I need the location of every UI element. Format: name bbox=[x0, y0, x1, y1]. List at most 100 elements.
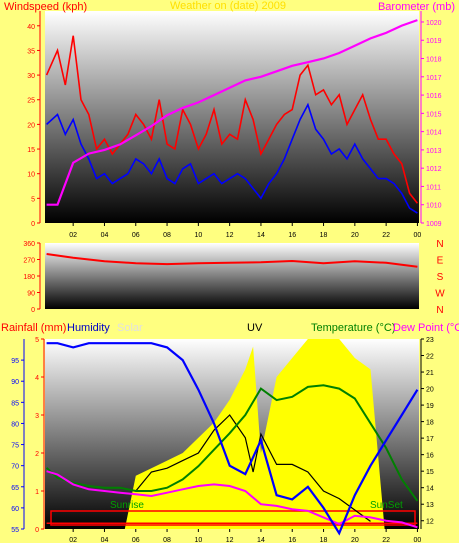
x-tick-label: 18 bbox=[320, 537, 328, 543]
humidity-line bbox=[46, 342, 419, 536]
y-tick-label: 0 bbox=[31, 221, 35, 228]
climate-y-ticks: 0123455560657075808590951213141516171819… bbox=[11, 337, 434, 534]
uv-line bbox=[135, 414, 371, 522]
y-tick-label: 5 bbox=[31, 196, 35, 203]
y-tick-label: 35 bbox=[27, 48, 35, 55]
y-tick-label: 25 bbox=[27, 98, 35, 105]
x-tick-label: 10 bbox=[194, 537, 202, 543]
y-tick-right-label: 21 bbox=[426, 370, 434, 377]
x-tick-label: 12 bbox=[226, 232, 234, 239]
y-tick-right-label: 13 bbox=[426, 502, 434, 509]
y-tick-right-label: 1019 bbox=[426, 38, 442, 45]
temperature-line bbox=[45, 384, 419, 502]
y-tick-label: 80 bbox=[11, 421, 19, 428]
barometer-title: Barometer (mb) bbox=[378, 1, 455, 13]
y-tick-label: 65 bbox=[11, 485, 19, 492]
compass-label: S bbox=[437, 272, 444, 283]
y-tick-label: 270 bbox=[23, 258, 35, 265]
header-faint: Weather on (date) 2009 bbox=[170, 0, 286, 12]
x-tick-label: 22 bbox=[382, 232, 390, 239]
y-tick-label: 4 bbox=[35, 375, 39, 382]
y-tick-right-label: 1018 bbox=[426, 57, 442, 64]
y-tick-right-label: 17 bbox=[426, 436, 434, 443]
y-tick-label: 0 bbox=[35, 527, 39, 534]
x-tick-label: 02 bbox=[69, 537, 77, 543]
x-tick-label: 08 bbox=[163, 232, 171, 239]
y-tick-label: 90 bbox=[27, 291, 35, 298]
y-tick-right-label: 19 bbox=[426, 403, 434, 410]
legend-dewpoint: Dew Point (°C) bbox=[393, 322, 459, 334]
wind-x-ticks: 02 04 06 08 10 12 14 16 18 20 22 00 bbox=[69, 223, 421, 239]
y-tick-label: 95 bbox=[11, 358, 19, 365]
wind-plot-area bbox=[45, 11, 419, 223]
wind-y-ticks: 0510152025303540100910101011101210131014… bbox=[27, 11, 442, 228]
y-tick-label: 3 bbox=[35, 413, 39, 420]
y-tick-right-label: 1017 bbox=[426, 75, 442, 82]
x-tick-label: 14 bbox=[257, 537, 265, 543]
y-tick-label: 90 bbox=[11, 379, 19, 386]
x-tick-label: 00 bbox=[414, 232, 422, 239]
x-tick-label: 06 bbox=[132, 232, 140, 239]
x-tick-label: 08 bbox=[163, 537, 171, 543]
compass-label: W bbox=[435, 289, 445, 300]
direction-series-group bbox=[46, 253, 418, 268]
y-tick-right-label: 1011 bbox=[426, 184, 441, 191]
y-tick-right-label: 14 bbox=[426, 486, 434, 493]
legend-humidity: Humidity bbox=[67, 322, 110, 334]
wind-series-group bbox=[45, 19, 419, 214]
y-tick-label: 70 bbox=[11, 464, 19, 471]
climate-series-group bbox=[45, 339, 419, 536]
wind-panel: Windspeed (kph) Weather on (date) 2009 B… bbox=[4, 0, 455, 239]
climate-panel: Rainfall (mm) Humidity Solar UV Temperat… bbox=[1, 322, 459, 543]
x-tick-label: 06 bbox=[132, 537, 140, 543]
x-tick-label: 04 bbox=[101, 232, 109, 239]
y-tick-right-label: 18 bbox=[426, 420, 434, 427]
legend-temperature: Temperature (°C) bbox=[311, 322, 395, 334]
x-tick-label: 02 bbox=[69, 232, 77, 239]
y-tick-right-label: 1013 bbox=[426, 148, 442, 155]
y-tick-right-label: 15 bbox=[426, 469, 434, 476]
legend-uv: UV bbox=[247, 322, 263, 334]
y-tick-right-label: 23 bbox=[426, 337, 434, 344]
y-tick-label: 15 bbox=[27, 147, 35, 154]
direction-plot-area bbox=[45, 243, 419, 309]
y-tick-right-label: 20 bbox=[426, 387, 434, 394]
x-tick-label: 14 bbox=[257, 232, 265, 239]
sunrise-label: Sunrise bbox=[110, 500, 144, 511]
x-tick-label: 00 bbox=[414, 537, 422, 543]
x-tick-label: 20 bbox=[351, 232, 359, 239]
y-tick-right-label: 1020 bbox=[426, 20, 442, 27]
daylight-box bbox=[50, 510, 416, 526]
barometer-line bbox=[46, 19, 418, 206]
y-tick-right-label: 1009 bbox=[426, 221, 442, 228]
x-tick-label: 20 bbox=[351, 537, 359, 543]
y-tick-right-label: 12 bbox=[426, 519, 434, 526]
y-tick-label: 5 bbox=[35, 337, 39, 344]
climate-x-ticks: 02 04 06 08 10 12 14 16 18 20 22 00 bbox=[69, 529, 421, 543]
y-tick-label: 30 bbox=[27, 73, 35, 80]
legend-rainfall: Rainfall (mm) bbox=[1, 322, 66, 334]
x-tick-label: 22 bbox=[382, 537, 390, 543]
x-tick-label: 12 bbox=[226, 537, 234, 543]
sunset-label: SunSet bbox=[370, 500, 403, 511]
compass-label: N bbox=[436, 239, 443, 250]
x-tick-label: 16 bbox=[288, 537, 296, 543]
y-tick-right-label: 1015 bbox=[426, 111, 442, 118]
gust-line bbox=[46, 102, 418, 214]
y-tick-label: 55 bbox=[11, 527, 19, 534]
y-tick-right-label: 1016 bbox=[426, 93, 442, 100]
y-tick-right-label: 1010 bbox=[426, 203, 442, 210]
y-tick-label: 180 bbox=[23, 274, 35, 281]
y-tick-right-label: 16 bbox=[426, 453, 434, 460]
x-tick-label: 16 bbox=[288, 232, 296, 239]
y-tick-right-label: 22 bbox=[426, 354, 434, 361]
y-tick-label: 2 bbox=[35, 451, 39, 458]
y-tick-label: 360 bbox=[23, 241, 35, 248]
compass-label: E bbox=[437, 256, 444, 267]
y-tick-right-label: 1014 bbox=[426, 130, 442, 137]
y-tick-label: 60 bbox=[11, 506, 19, 513]
x-tick-label: 10 bbox=[194, 232, 202, 239]
y-tick-label: 0 bbox=[31, 307, 35, 314]
